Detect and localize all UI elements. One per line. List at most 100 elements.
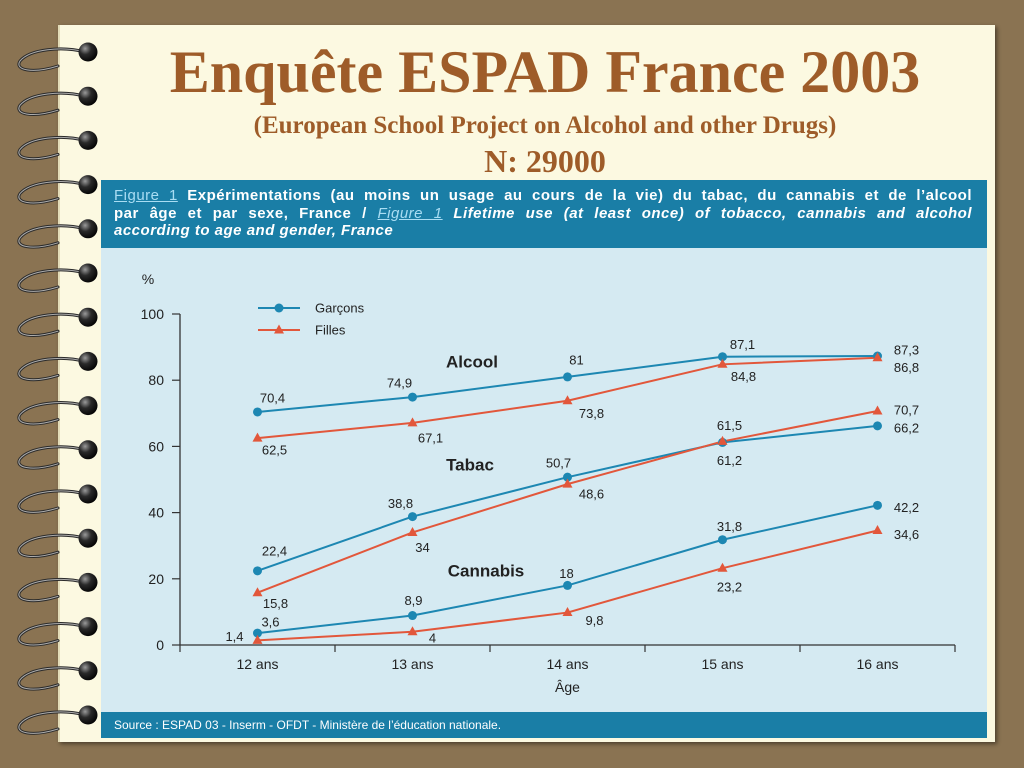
group-label-cannabis: Cannabis — [448, 562, 525, 581]
y-tick-label: 60 — [148, 438, 164, 454]
spiral-ring — [17, 396, 98, 426]
point-alcool-garcons — [253, 407, 262, 417]
spiral-ring — [17, 484, 98, 514]
ring-wire-highlight — [18, 490, 86, 513]
data-label: 34,6 — [894, 527, 919, 542]
ring-wire-highlight — [18, 667, 86, 690]
slide-title: Enquête ESPAD France 2003 — [169, 39, 921, 105]
ring-eyelet — [78, 528, 98, 548]
data-label: 87,1 — [730, 337, 755, 352]
ring-wire-highlight — [18, 225, 86, 248]
ring-wire — [17, 224, 87, 249]
legend-circle-marker — [274, 303, 284, 313]
ring-eyelet — [78, 263, 98, 283]
caption-fr-text: Expérimentations (au moins un usage au c… — [187, 187, 973, 204]
legend-label: Filles — [315, 323, 346, 338]
ring-wire-highlight — [18, 48, 86, 71]
data-label: 62,5 — [262, 443, 287, 458]
y-tick-label: 20 — [148, 571, 164, 587]
ring-eyelet — [78, 572, 98, 592]
caption-fr-text-end: par âge et par sexe, France / — [114, 204, 367, 222]
data-label: 84,8 — [731, 369, 756, 384]
y-tick-label: 80 — [148, 372, 164, 388]
ring-eyelet — [78, 86, 98, 106]
spiral-ring — [17, 572, 98, 603]
ring-wire — [17, 577, 87, 603]
point-tabac-filles — [562, 478, 573, 488]
ring-wire — [17, 401, 87, 426]
ring-wire — [17, 489, 87, 514]
slide-subtitle: (European School Project on Alcohol and … — [253, 112, 837, 139]
group-label-alcool: Alcool — [446, 353, 498, 372]
legend-item-filles: Filles — [258, 323, 346, 338]
ring-wire-highlight — [18, 269, 86, 292]
point-alcool-garcons — [563, 372, 572, 382]
ring-wire-highlight — [18, 623, 86, 646]
line-chart: 0 20 40 60 80 100 12 ans 13 ans 14 ans 15 ans 16 a… — [141, 271, 956, 695]
point-cannabis-garcons — [873, 500, 882, 510]
ring-wire-highlight — [18, 578, 86, 602]
data-label: 15,8 — [263, 596, 288, 611]
data-label: 74,9 — [387, 376, 412, 391]
spiral-ring — [17, 130, 98, 161]
x-tick-label: 14 ans — [546, 656, 588, 672]
point-tabac-filles — [717, 435, 728, 445]
spiral-ring — [17, 42, 98, 72]
ring-eyelet — [78, 307, 98, 327]
caption-en-text-end: according to age and gender, France — [114, 222, 394, 239]
spiral-ring — [17, 351, 98, 382]
point-alcool-filles — [872, 352, 883, 362]
data-label: 31,8 — [717, 519, 742, 534]
ring-wire-highlight — [18, 534, 86, 558]
spiral-ring — [17, 219, 98, 249]
ring-wire-highlight — [18, 92, 86, 116]
data-label: 67,1 — [418, 430, 443, 445]
ring-wire-highlight — [18, 313, 86, 337]
spiral-ring — [17, 617, 98, 647]
point-tabac-filles — [252, 587, 263, 597]
data-label: 61,2 — [717, 453, 742, 468]
ring-wire-highlight — [18, 357, 86, 381]
data-label: 3,6 — [261, 615, 279, 630]
point-tabac-garcons — [253, 566, 262, 576]
data-label: 86,8 — [894, 360, 919, 375]
point-cannabis-garcons — [408, 611, 417, 621]
point-cannabis-filles — [252, 634, 263, 644]
point-tabac-garcons — [873, 421, 882, 431]
caption-line-2: par âge et par sexe, France / Figure 1 L… — [114, 205, 972, 223]
figure-label-en: Figure 1 — [377, 204, 443, 222]
point-alcool-filles — [717, 358, 728, 368]
figure-label-fr: Figure 1 — [114, 187, 178, 204]
spiral-ring — [17, 307, 98, 338]
data-label: 81 — [569, 352, 583, 367]
ring-eyelet — [78, 484, 98, 504]
point-cannabis-garcons — [718, 535, 727, 545]
legend-triangle-marker — [274, 324, 284, 334]
data-label: 4 — [429, 630, 436, 645]
ring-wire — [17, 533, 87, 559]
spiral-ring — [17, 440, 98, 470]
point-tabac-garcons — [408, 512, 417, 522]
ring-wire — [17, 91, 87, 117]
point-cannabis-filles — [872, 524, 883, 534]
ring-eyelet — [78, 617, 98, 637]
legend-item-garcons: Garçons — [258, 301, 365, 316]
ring-eyelet — [78, 351, 98, 371]
point-cannabis-garcons — [253, 628, 262, 638]
figure-panel: Figure 1 Expérimentations (au moins un u… — [101, 180, 987, 738]
data-label: 70,4 — [260, 390, 285, 405]
point-tabac-garcons — [563, 472, 572, 482]
ring-wire — [17, 268, 87, 293]
data-label: 87,3 — [894, 343, 919, 358]
ring-wire — [17, 710, 87, 735]
data-label: 66,2 — [894, 420, 919, 435]
y-tick-label: 100 — [141, 306, 165, 322]
ring-eyelet — [78, 440, 98, 460]
spiral-ring — [17, 263, 98, 293]
spiral-ring — [17, 705, 98, 735]
ring-eyelet — [78, 705, 98, 725]
ring-wire — [17, 622, 87, 647]
caption-line-3: according to age and gender, France — [114, 222, 972, 240]
ring-wire-highlight — [18, 446, 86, 469]
caption-en-text: Lifetime use (at least once) of tobacco,… — [453, 204, 972, 222]
